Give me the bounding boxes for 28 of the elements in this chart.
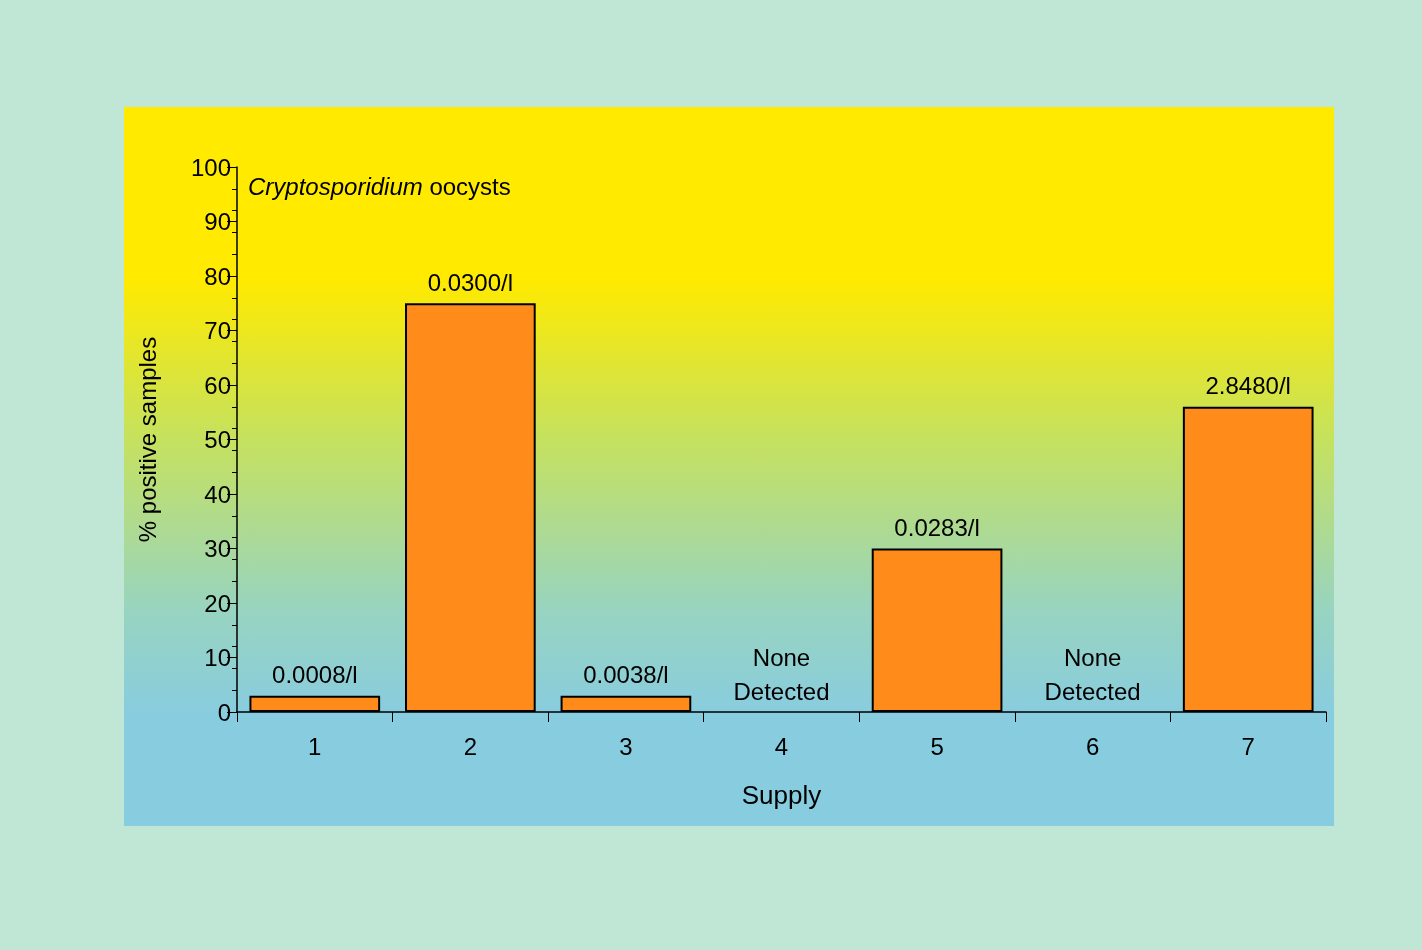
x-tick-label: 5 (930, 732, 944, 760)
x-tick-label: 3 (619, 732, 633, 760)
y-tick-label: 0 (217, 698, 231, 726)
annotation: Cryptosporidium oocysts (248, 172, 511, 200)
annotation: 0.0038/l (583, 661, 669, 689)
annotation: 0.0300/l (427, 268, 514, 296)
x-tick-label: 6 (1085, 732, 1100, 760)
y-tick-label: 20 (204, 589, 231, 617)
annotation: 0.0008/l (272, 661, 358, 689)
y-axis-title: % positive samples (133, 336, 161, 543)
annotation: None Detected (1044, 643, 1141, 705)
y-tick-label: 60 (204, 371, 231, 399)
y-tick-label: 100 (190, 153, 231, 181)
y-tick-label: 10 (204, 644, 231, 671)
x-axis-title: Supply (741, 780, 822, 810)
y-tick-label: 90 (204, 208, 231, 235)
annotation: 0.0283/l (894, 514, 980, 541)
x-tick-label: 2 (463, 732, 478, 760)
annotation: 2.8480/l (1205, 372, 1291, 400)
x-tick-label: 1 (308, 732, 322, 760)
y-tick-label: 40 (204, 480, 231, 508)
y-tick-label: 80 (204, 262, 231, 290)
x-tick-label: 7 (1241, 732, 1255, 760)
y-tick-label: 30 (204, 535, 231, 562)
y-tick-label: 50 (204, 426, 231, 453)
y-tick-label: 70 (204, 317, 231, 344)
x-tick-label: 4 (774, 732, 789, 760)
annotation: None Detected (733, 643, 830, 705)
